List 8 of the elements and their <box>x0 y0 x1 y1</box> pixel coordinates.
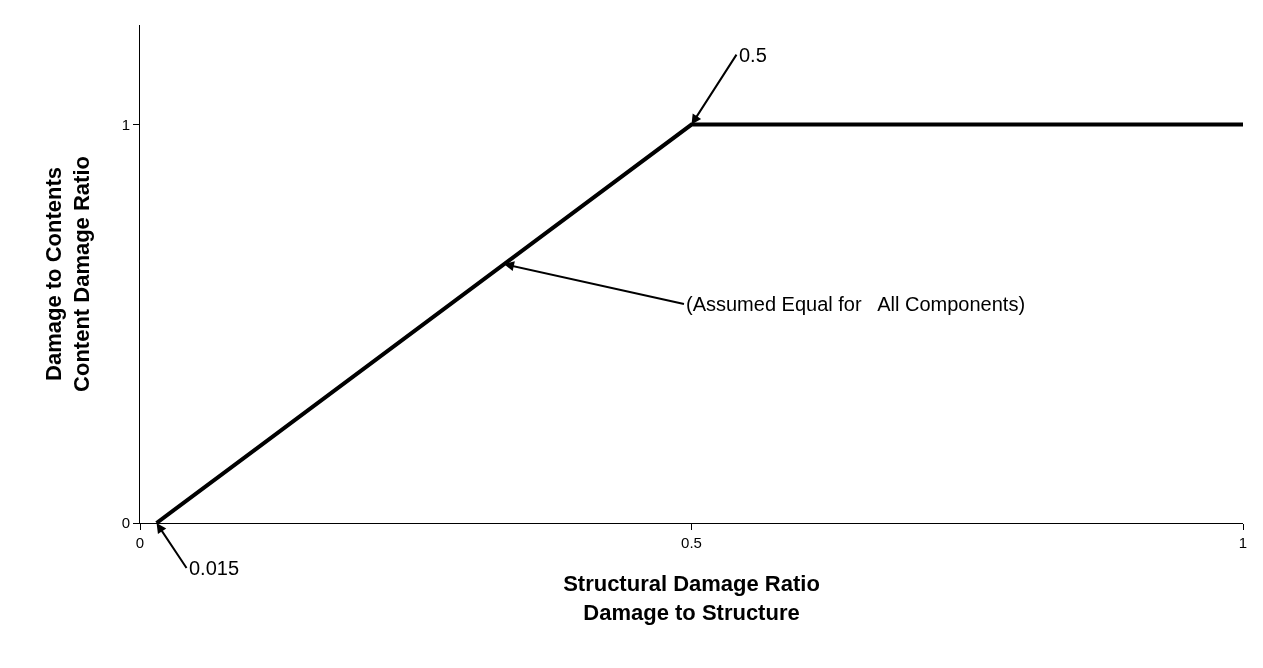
y-axis-title: Damage to Contents Content Damage Ratio <box>40 156 95 392</box>
x-tick-label: 0 <box>135 534 145 551</box>
annotation: 0.5 <box>739 44 767 66</box>
x-tick-label: 1 <box>1238 534 1248 551</box>
annotation: 0.015 <box>189 557 240 579</box>
x-tick-label: 0.5 <box>681 534 702 551</box>
annotation: (Assumed Equal for All Components) <box>686 293 1026 315</box>
x-axis-title: Structural Damage Ratio Damage to Structure <box>563 570 820 625</box>
